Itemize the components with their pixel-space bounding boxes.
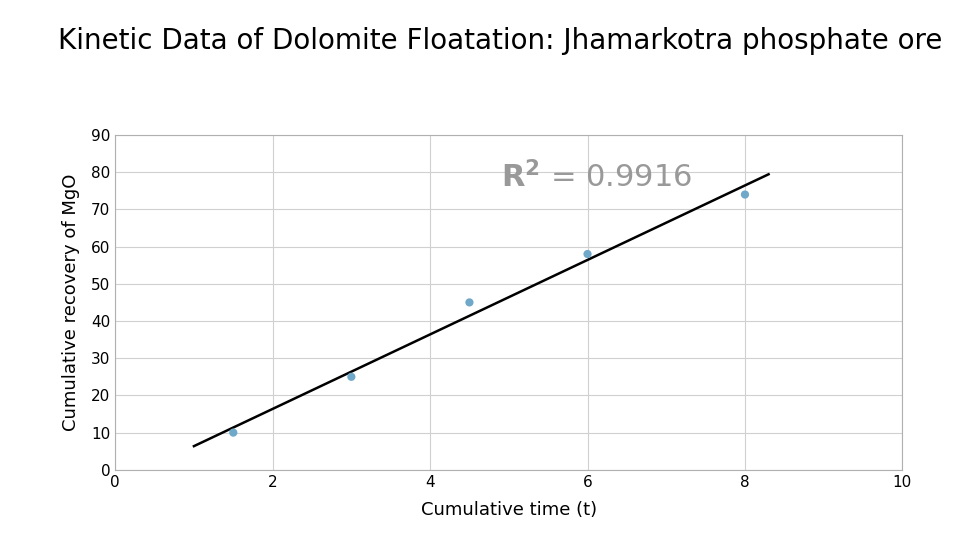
Point xyxy=(580,249,595,258)
X-axis label: Cumulative time (t): Cumulative time (t) xyxy=(420,501,597,519)
Point xyxy=(226,428,241,437)
Point xyxy=(462,298,477,307)
Point xyxy=(737,190,753,199)
Text: Kinetic Data of Dolomite Floatation: Jhamarkotra phosphate ore: Kinetic Data of Dolomite Floatation: Jha… xyxy=(58,27,942,55)
Text: $\mathbf{R^2}$ = 0.9916: $\mathbf{R^2}$ = 0.9916 xyxy=(501,161,692,193)
Point xyxy=(344,373,359,381)
Y-axis label: Cumulative recovery of MgO: Cumulative recovery of MgO xyxy=(61,174,80,431)
